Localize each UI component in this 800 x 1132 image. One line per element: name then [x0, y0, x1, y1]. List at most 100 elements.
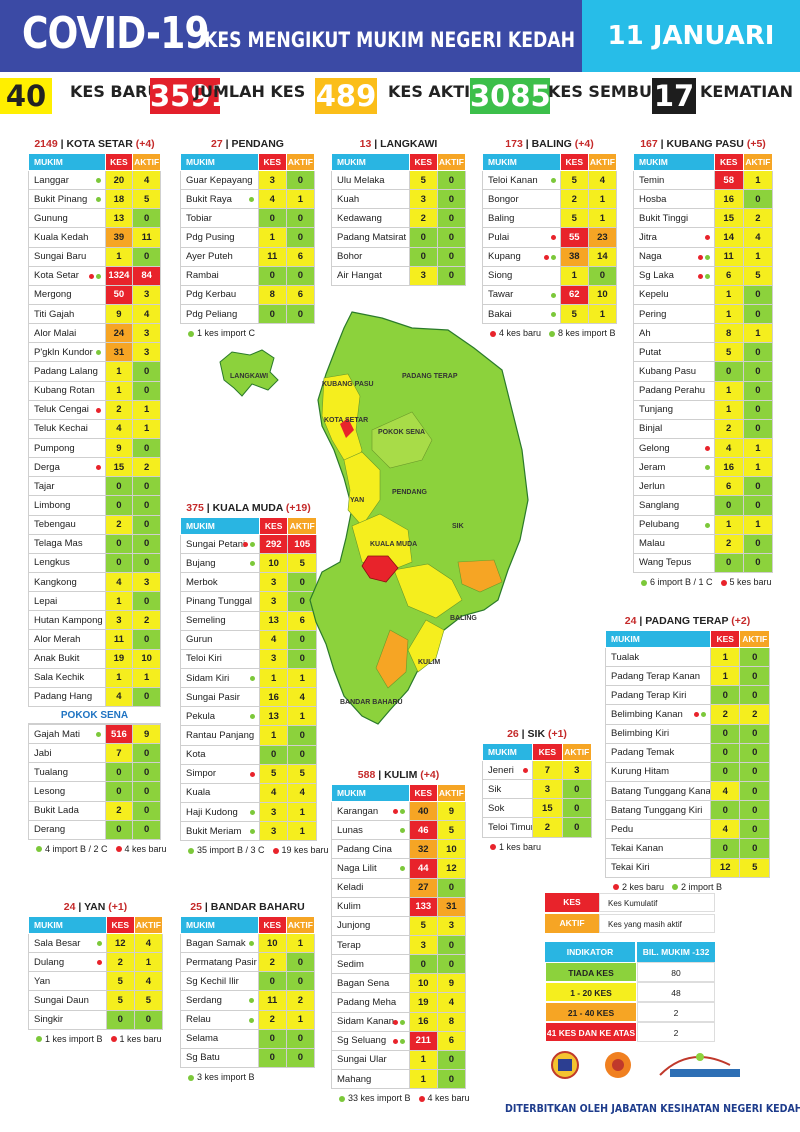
kes-cell: 1	[104, 380, 134, 401]
mukim-cell: Semeling	[180, 610, 260, 631]
map-label-bandar-baharu: BANDAR BAHARU	[340, 699, 403, 706]
kes-cell: 55	[559, 227, 589, 248]
district-title: 25 | BANDAR BAHARU	[190, 901, 305, 913]
district-kota-setar: 2149 | KOTA SETAR (+4) MUKIM KES AKTIF Langg…	[28, 135, 167, 854]
col-aktif: AKTIF	[561, 743, 593, 761]
aktif-cell: 3	[132, 284, 161, 305]
table-row: Kota 0 0	[180, 744, 317, 765]
mukim-cell: Bohor	[331, 246, 410, 267]
table-row: Pedu 4 0	[605, 819, 770, 840]
table-row: Teloi Timur 2 0	[481, 817, 593, 838]
kes-cell: 0	[709, 742, 741, 763]
mukim-cell: Bukit Pinang	[28, 189, 106, 210]
mukim-cell: Pering	[633, 303, 715, 325]
kes-cell: 0	[257, 1028, 287, 1049]
mukim-cell: Siong	[482, 265, 561, 286]
table-row: Haji Kudong 3 1	[180, 801, 317, 823]
aktif-cell: 1	[132, 418, 161, 439]
mukim-cell: Sungai Ular	[331, 1049, 410, 1070]
aktif-cell: 1	[742, 323, 774, 344]
new-case-dot	[613, 884, 619, 891]
mukim-name: Sungai Pasir	[186, 691, 240, 703]
aktif-cell: 1	[742, 457, 774, 478]
district-footnote: 1 kes import C	[180, 324, 315, 338]
district-total: 24	[624, 615, 637, 627]
col-kes: KES	[713, 153, 744, 171]
col-kes: KES	[408, 153, 438, 171]
indicator-label: 1 - 20 KES	[545, 982, 637, 1002]
district-name: SIK	[527, 728, 546, 740]
mukim-cell: Kota Setar	[28, 265, 106, 286]
table-row: Sedim 0 0	[331, 954, 467, 975]
kes-cell: 62	[559, 284, 589, 305]
aktif-cell: 0	[739, 819, 770, 840]
mukim-name: Kangkong	[34, 576, 77, 588]
mukim-name: Dulang	[34, 956, 65, 968]
kes-cell: 2	[408, 208, 438, 229]
mukim-cell: Sik	[481, 779, 534, 800]
table-row: Mahang 1 0	[331, 1068, 467, 1090]
kes-cell: 1	[559, 265, 589, 286]
import-dot	[188, 330, 194, 337]
mukim-cell: Pulai	[482, 227, 561, 248]
table-row: Batang Tunggang Kiri 0 0	[605, 800, 770, 821]
kes-cell: 3	[408, 265, 438, 286]
mukim-cell: Jerlun	[633, 476, 715, 497]
kes-cell: 0	[104, 781, 134, 802]
aktif-cell: 0	[739, 800, 770, 821]
district-name: BANDAR BAHARU	[210, 901, 305, 913]
mukim-cell: Padang Terap Kiri	[605, 685, 711, 706]
mukim-cell: Sedim	[331, 954, 410, 975]
mukim-cell: Sala Kechik	[28, 667, 106, 688]
mukim-name: Hosba	[639, 193, 667, 205]
mukim-name: Simpor	[186, 768, 217, 780]
district-delta: (+2)	[731, 615, 751, 627]
kes-cell: 31	[104, 342, 134, 363]
kes-cell: 6	[713, 265, 744, 286]
district-total: 588	[357, 769, 376, 781]
kes-cell: 1	[709, 646, 741, 668]
mukim-name: Sungai Petani	[186, 538, 246, 550]
mukim-cell: Sg Laka	[633, 265, 715, 286]
mukim-cell: Padang Temak	[605, 742, 711, 763]
district-name: PENDANG	[231, 138, 284, 150]
mukim-name: Bohor	[337, 251, 363, 263]
mukim-name: Lesong	[34, 785, 66, 797]
aktif-cell: 0	[742, 303, 774, 325]
table-row: Kubang Rotan 1 0	[28, 380, 161, 401]
kes-cell: 14	[713, 227, 744, 248]
footnote-text: 35 import B / 3 C	[197, 845, 265, 856]
kes-cell: 40	[408, 800, 438, 822]
kes-cell: 1	[713, 514, 744, 535]
mukim-cell: Ulu Melaka	[331, 169, 410, 191]
table-row: Sidam Kiri 1 1	[180, 667, 317, 689]
table-row: Belimbing Kiri 0 0	[605, 723, 770, 744]
mukim-cell: Yan	[28, 971, 107, 992]
mukim-name: Jerlun	[639, 480, 665, 492]
indicator-row: 41 KES DAN KE ATAS 2	[545, 1022, 715, 1042]
col-kes: KES	[257, 916, 287, 934]
kes-cell: 0	[257, 971, 287, 992]
indicator-row: 1 - 20 KES 48	[545, 982, 715, 1002]
import-dot	[36, 1036, 42, 1043]
aktif-cell: 3	[561, 759, 593, 781]
table-row: Sungai Ular 1 0	[331, 1049, 467, 1070]
kes-cell: 4	[258, 782, 289, 803]
aktif-cell: 0	[587, 265, 618, 286]
mukim-name: Sg Laka	[639, 270, 674, 282]
footnote-text: 4 import B / 2 C	[45, 843, 108, 854]
mukim-name: Kedawang	[337, 212, 382, 224]
mukim-name: Bukit Lada	[34, 805, 79, 817]
aktif-cell: 6	[436, 1030, 467, 1051]
mukim-name: Guar Kepayang	[186, 174, 253, 186]
mukim-name: Jitra	[639, 231, 657, 243]
district-total: 24	[63, 901, 76, 913]
indicator-h1: INDIKATOR	[545, 942, 635, 962]
kes-cell: 7	[532, 759, 563, 781]
table-header-row: MUKIM KES AKTIF	[481, 743, 593, 761]
aktif-cell: 10	[587, 284, 618, 305]
district-delta: (+1)	[547, 728, 567, 740]
mukim-name: Malau	[639, 538, 665, 550]
district-footnote: 1 kes import B 1 kes baru	[28, 1030, 163, 1044]
table-row: Padang Cina 32 10	[331, 839, 467, 860]
